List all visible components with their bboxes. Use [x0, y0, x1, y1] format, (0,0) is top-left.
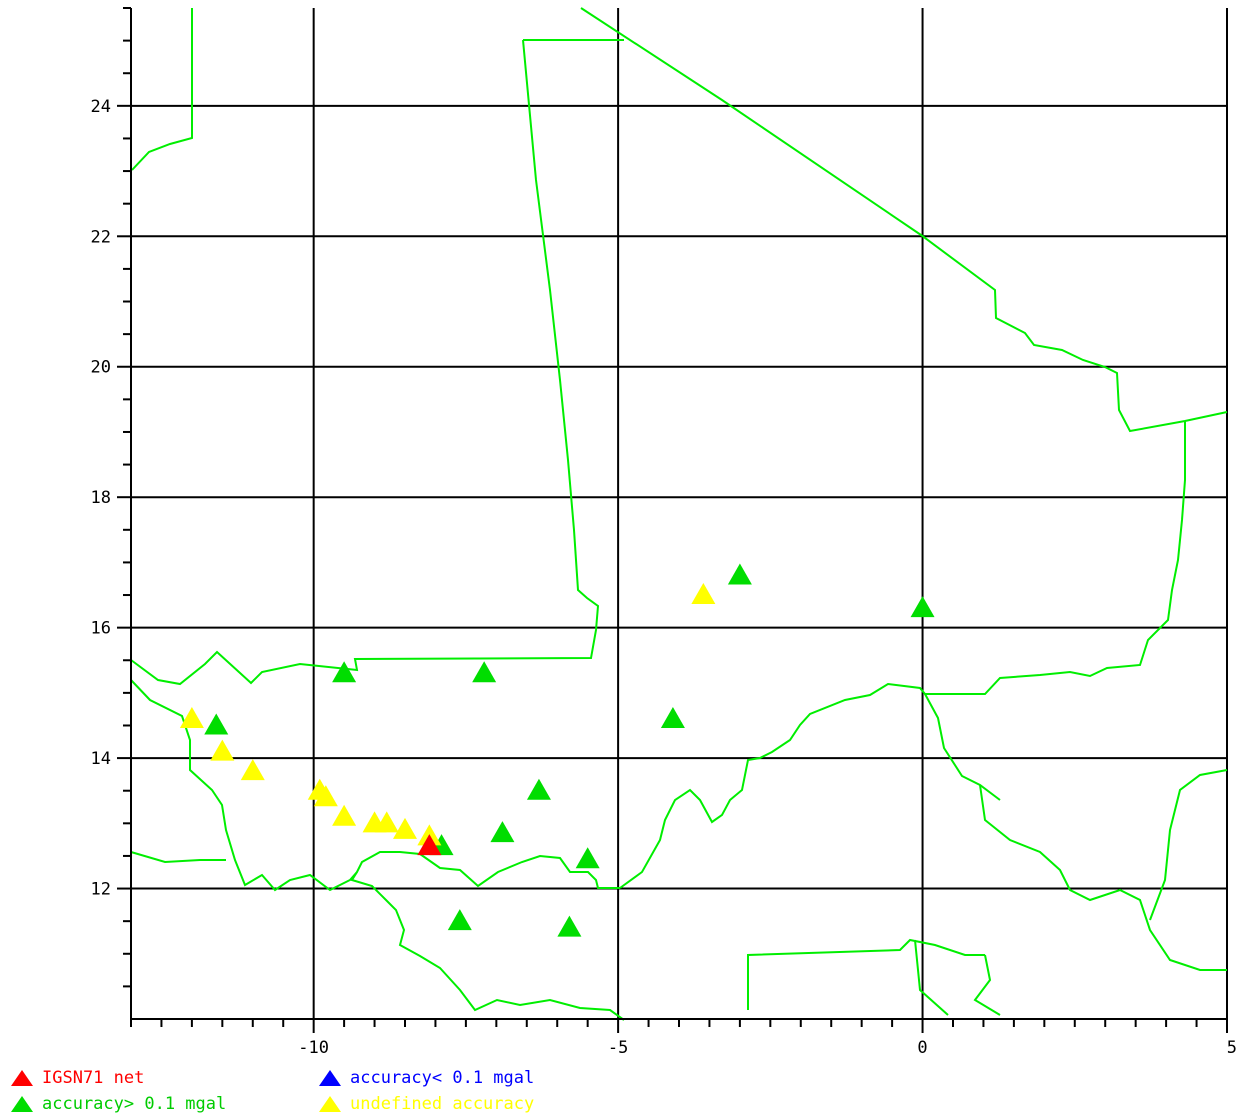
x-tick-label: 5 [1227, 1038, 1237, 1058]
border-line [747, 938, 985, 1010]
station-marker-acc-gt [575, 847, 600, 869]
y-tick-label: 12 [91, 880, 111, 900]
y-tick-label: 24 [91, 97, 111, 117]
accuracy-lt-triangle-icon [319, 1070, 341, 1086]
y-tick-label: 16 [91, 619, 111, 639]
border-line [1149, 769, 1228, 921]
border-line [619, 421, 1186, 889]
y-tick-label: 22 [91, 227, 111, 247]
undefined-triangle-icon [319, 1096, 341, 1112]
border-line [130, 39, 600, 686]
station-marker-undefined [210, 739, 235, 761]
legend-item-igsn71: IGSN71 net [10, 1068, 144, 1088]
border-line [130, 851, 226, 864]
station-marker-acc-gt [557, 915, 582, 937]
station-marker-acc-gt [332, 661, 357, 683]
station-marker-acc-gt [447, 909, 472, 931]
station-marker-acc-gt [490, 821, 515, 843]
border-line [973, 954, 1001, 1016]
border-line [924, 693, 1001, 801]
x-tick-label: -5 [608, 1038, 628, 1058]
station-marker-undefined [332, 804, 357, 826]
station-marker-acc-gt [910, 596, 935, 618]
legend-item-accuracy-gt: accuracy> 0.1 mgal [10, 1094, 226, 1114]
station-marker-acc-gt [727, 563, 752, 585]
station-marker-acc-gt [660, 706, 685, 728]
accuracy-gt-triangle-icon [11, 1096, 33, 1112]
station-marker-acc-gt [204, 713, 229, 735]
station-marker-igsn71 [417, 834, 442, 856]
station-marker-acc-gt [472, 661, 497, 683]
border-line [979, 784, 1227, 971]
legend: IGSN71 net accuracy< 0.1 mgal accuracy> … [0, 1064, 700, 1120]
x-tick-label: 0 [917, 1038, 927, 1058]
border-line [131, 8, 193, 171]
border-line [580, 7, 1228, 433]
station-marker-undefined [691, 583, 716, 605]
legend-item-accuracy-lt: accuracy< 0.1 mgal [318, 1068, 534, 1088]
station-marker-undefined [393, 817, 417, 839]
map-axes: -10 -5 0 5 12 14 16 18 20 22 24 [91, 7, 1237, 1058]
legend-label-accuracy-gt: accuracy> 0.1 mgal [42, 1094, 227, 1114]
x-tick-label: -10 [298, 1038, 329, 1058]
station-marker-undefined [179, 706, 204, 728]
igsn71-triangle-icon [11, 1070, 33, 1086]
station-marker-acc-gt [526, 778, 551, 800]
y-tick-label: 14 [91, 749, 111, 769]
y-tick-label: 18 [91, 488, 111, 508]
legend-item-undefined: undefined accuracy [318, 1094, 534, 1114]
station-marker-undefined [374, 811, 399, 833]
border-line [130, 679, 358, 892]
legend-label-accuracy-lt: accuracy< 0.1 mgal [350, 1068, 535, 1088]
legend-label-igsn71: IGSN71 net [42, 1068, 145, 1088]
border-line [914, 939, 949, 1016]
legend-label-undefined: undefined accuracy [350, 1094, 535, 1114]
grid-lines [131, 8, 1228, 1019]
y-tick-label: 20 [91, 358, 111, 378]
station-markers [179, 563, 935, 937]
station-marker-undefined [240, 759, 265, 781]
country-borders [130, 7, 1228, 1021]
station-marker-undefined [313, 785, 338, 807]
gravity-station-map: -10 -5 0 5 12 14 16 18 20 22 24 [90, 7, 1237, 1058]
